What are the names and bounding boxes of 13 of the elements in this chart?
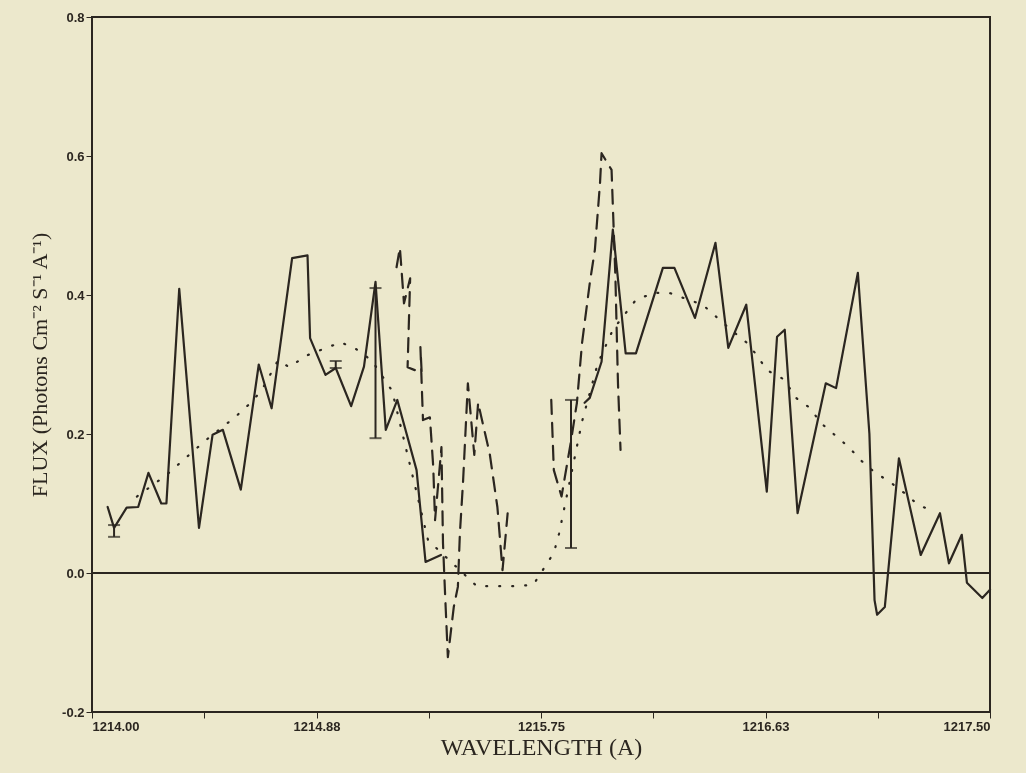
x-tick-label: 1217.50 [943,718,991,734]
x-tick-label: 1215.75 [518,718,565,734]
x-axis-title: WAVELENGTH (A) [440,733,643,760]
y-tick-label: 0.0 [66,565,85,581]
x-tick-label: 1216.63 [742,718,790,734]
y-tick-label: 0.2 [66,426,85,442]
y-tick-label: 0.4 [66,287,86,303]
y-axis-title: FLUX (Photons Cm⁻² S⁻¹ A⁻¹) [27,232,53,498]
y-tick-label: 0.8 [66,9,85,25]
y-tick-label: 0.6 [66,148,85,164]
x-tick-label: 1214.00 [92,718,140,734]
x-tick-label: 1214.88 [293,718,341,734]
y-tick-label: -0.2 [62,704,85,720]
